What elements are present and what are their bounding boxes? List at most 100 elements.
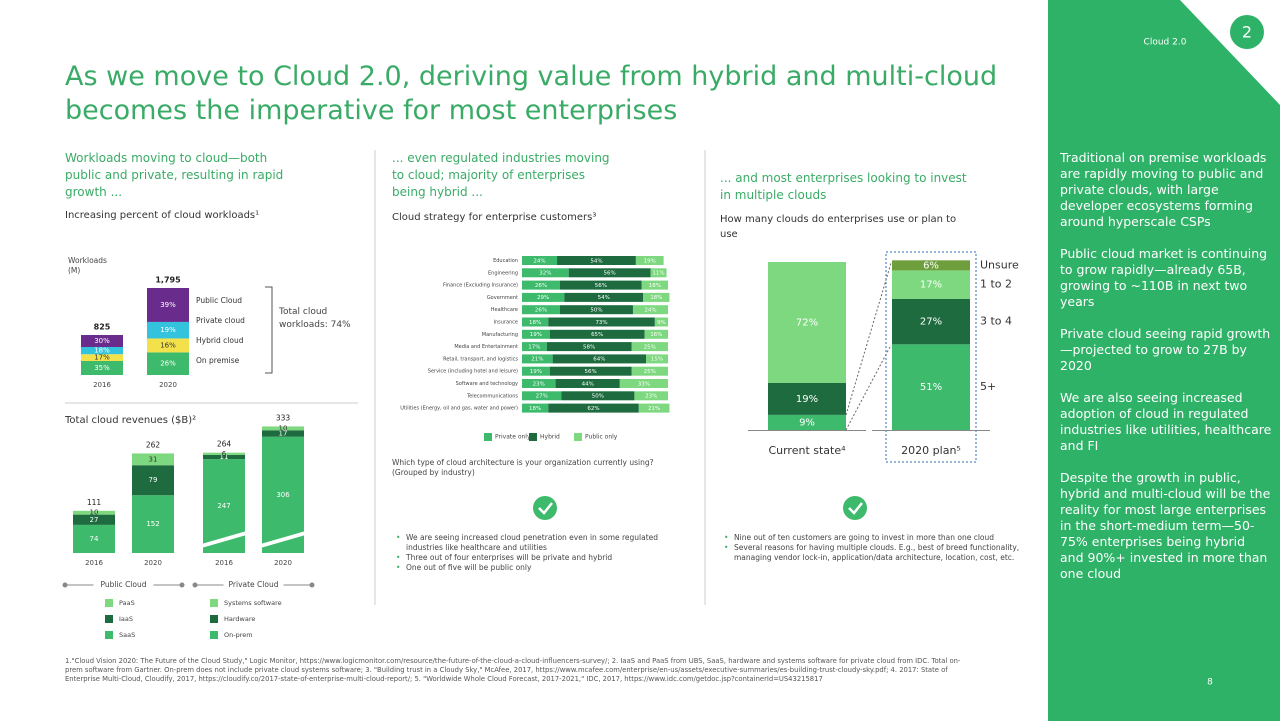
label: 1 to 2 (980, 278, 1012, 291)
label: 10 (90, 509, 99, 517)
check-mark (538, 502, 553, 515)
bullet: Nine out of ten customers are going to i… (724, 533, 1034, 543)
bar-segment (147, 338, 189, 353)
group-dot (62, 582, 68, 588)
bar-segment (552, 354, 647, 364)
bar-segment (555, 379, 620, 388)
legend-swatch (210, 615, 218, 623)
bar-segment (619, 379, 668, 388)
bar-segment (559, 280, 642, 290)
label: 27% (536, 394, 548, 400)
bar-segment (203, 452, 245, 455)
label: 19% (796, 394, 818, 405)
label: 39% (160, 301, 176, 309)
axis-label: Workloads (M) (68, 256, 107, 275)
bar-segment (568, 268, 651, 278)
label: 54% (590, 258, 602, 264)
label: 247 (217, 502, 230, 510)
legend-swatch (105, 599, 113, 607)
bar-segment (522, 256, 558, 265)
bar-segment (132, 453, 174, 466)
label: 58% (583, 344, 595, 350)
bar-segment (262, 426, 304, 431)
bar-segment (203, 454, 245, 460)
label: On premise (196, 356, 240, 365)
label: 16% (650, 332, 662, 338)
bar-segment (522, 268, 569, 278)
bar-segment (81, 361, 123, 375)
label: Software and technology (456, 381, 518, 387)
panel-subheading: Increasing percent of cloud workloads¹ (65, 210, 260, 221)
label: Finance (Excluding Insurance) (443, 283, 518, 289)
label: 27% (920, 317, 942, 328)
label: 2016 (215, 559, 233, 567)
bullet-list: We are seeing increased cloud penetratio… (394, 533, 696, 573)
label: 73% (595, 320, 607, 326)
label: IaaS (119, 615, 133, 623)
label: 3 to 4 (980, 315, 1012, 328)
bar-segment (522, 280, 560, 290)
label: 27 (90, 516, 99, 524)
footnote: 1."Cloud Vision 2020: The Future of the … (65, 657, 961, 683)
bracket-label: Total cloud workloads: 74% (279, 307, 351, 330)
label: Manufacturing (482, 332, 518, 338)
label: Hybrid cloud (196, 336, 244, 345)
label: 6% (923, 260, 939, 271)
panel-subheading: How many clouds do enterprises use or pl… (720, 214, 957, 240)
title: As we move to Cloud 2.0, deriving value … (65, 61, 998, 126)
label: 32% (539, 271, 551, 277)
label: SaaS (119, 631, 135, 639)
bar-segment (646, 354, 668, 364)
label: 9% (799, 417, 815, 428)
bar-segment (635, 256, 664, 265)
bar-segment (557, 256, 636, 265)
label: 19% (530, 332, 542, 338)
label: 21% (531, 357, 543, 363)
sidebar-paragraph: Private cloud seeing rapid growth—projec… (1060, 326, 1271, 373)
bar-segment (522, 403, 549, 413)
legend-swatch (574, 433, 582, 441)
label: 17% (94, 354, 110, 362)
label: 33% (638, 381, 650, 387)
label: 79 (149, 476, 158, 484)
label: Private cloud (196, 316, 245, 325)
label: 54% (598, 295, 610, 301)
label: 2016 (93, 381, 111, 389)
group-label-bg (93, 579, 154, 591)
label: 262 (146, 440, 161, 449)
label: 74 (90, 535, 99, 543)
label: 35% (94, 364, 110, 372)
label: 25% (644, 344, 656, 350)
sidebar-text: Traditional on premise workloads are rap… (1060, 150, 1272, 598)
bar-segment (546, 342, 632, 352)
legend-swatch (529, 433, 537, 441)
bar-segment (631, 342, 668, 352)
label: 2016 (85, 559, 103, 567)
label: 29% (537, 295, 549, 301)
label: 18% (94, 347, 110, 355)
label: 2020 (144, 559, 162, 567)
label: Current state⁴ (768, 444, 846, 457)
bar-segment (631, 366, 668, 376)
label: Systems software (224, 599, 282, 607)
label: 19% (160, 326, 176, 334)
label: PaaS (119, 599, 135, 607)
check-icon (533, 496, 557, 520)
label: 11 (220, 453, 229, 461)
label: 111 (87, 498, 102, 507)
label: Telecommunications (466, 393, 518, 399)
bar-segment (147, 321, 189, 339)
sidebar-paragraph: We are also seeing increased adoption of… (1060, 390, 1272, 453)
label: 18% (529, 320, 541, 326)
label: 56% (585, 369, 597, 375)
label: 19% (644, 258, 656, 264)
bar-segment (643, 292, 670, 302)
label: On-prem (224, 631, 253, 639)
label: 26% (535, 308, 547, 314)
sidebar-paragraph: Despite the growth in public, hybrid and… (1060, 470, 1271, 581)
badge: 2 (1242, 23, 1252, 42)
bar-segment (73, 524, 115, 553)
label: 31 (149, 455, 158, 463)
label: Public Cloud (196, 296, 242, 305)
